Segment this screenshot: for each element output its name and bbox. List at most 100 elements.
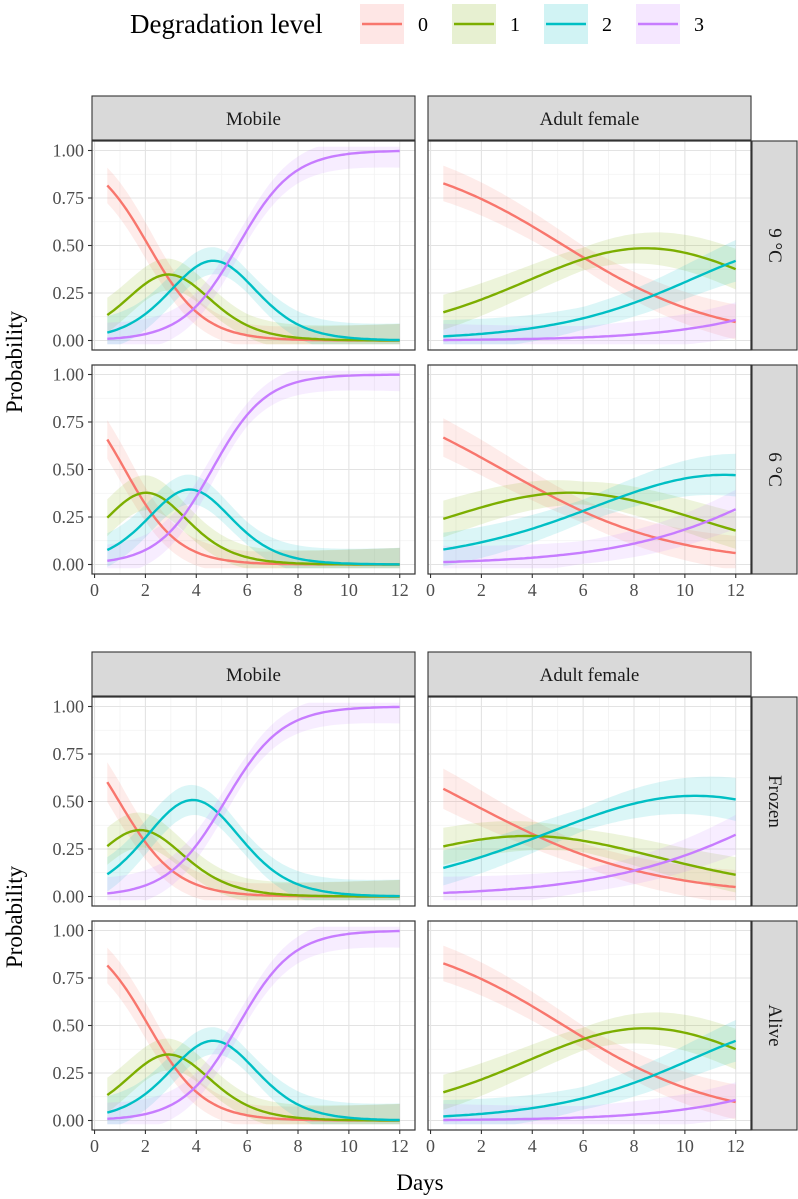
y-tick-label: 0.75 [53, 968, 85, 988]
x-tick-label: 8 [294, 1136, 303, 1156]
y-axis-title-bottom: Probability [2, 865, 27, 968]
x-tick-label: 2 [141, 1136, 150, 1156]
ci-band-level-2 [443, 453, 736, 567]
x-tick-label: 4 [528, 580, 537, 600]
series-line-level-2 [106, 798, 400, 898]
ci-band-level-1 [443, 480, 736, 549]
row-strip [751, 364, 798, 575]
legend-label-2: 2 [602, 14, 612, 36]
ci-band-level-0 [107, 167, 400, 345]
x-tick-label: 4 [528, 1136, 537, 1156]
x-tick-label: 8 [630, 1136, 639, 1156]
series-line-level-1 [106, 1053, 400, 1122]
column-strip [91, 651, 416, 697]
series-line-level-3 [443, 1098, 736, 1122]
series-line-level-3 [107, 373, 400, 562]
series-line-level-0 [442, 436, 736, 555]
series-line-level-1 [442, 1027, 737, 1094]
x-tick-label: 6 [243, 1136, 252, 1156]
panel: 0.00 0.25 0.50 0.75 1.00 0 2 4 6 8 10 12 [53, 920, 416, 1156]
ci-band-level-3 [443, 814, 736, 901]
series-line-level-1 [106, 828, 400, 898]
panel: 0.00 0.25 0.50 0.75 1.00 [53, 140, 416, 351]
y-tick-label: 0.00 [53, 887, 85, 907]
legend-item-2: 2 [544, 4, 612, 44]
x-tick-label: 10 [676, 1136, 694, 1156]
panel-border [427, 920, 752, 1131]
series-line-level-0 [442, 962, 736, 1104]
x-tick-label: 12 [727, 1136, 745, 1156]
ci-band-level-0 [443, 165, 736, 340]
legend-label-3: 3 [694, 14, 704, 36]
x-tick-label: 8 [294, 580, 303, 600]
column-strip-label: Mobile [226, 665, 281, 686]
ci-band-level-0 [107, 420, 400, 569]
column-strip-label: Mobile [226, 109, 281, 130]
panel [427, 696, 752, 907]
y-tick-label: 1.00 [53, 141, 85, 161]
series-line-level-2 [443, 473, 736, 551]
panel-border [427, 364, 752, 575]
column-strip [91, 95, 416, 141]
x-tick-label: 8 [630, 580, 639, 600]
ci-band-level-2 [107, 247, 400, 345]
panel: 0 2 4 6 8 10 12 [426, 364, 752, 600]
figure-bottom: Mobile Adult female Frozen Alive 0.00 0.25 0.5… [53, 651, 798, 1156]
row-strip-label: 9 °C [764, 228, 785, 263]
series-line-level-2 [443, 1039, 737, 1118]
row-strip [751, 696, 798, 907]
panel: 0.00 0.25 0.50 0.75 1.00 [53, 696, 416, 907]
y-tick-label: 0.50 [53, 236, 85, 256]
y-tick-label: 0.25 [53, 1063, 85, 1083]
x-tick-label: 12 [391, 580, 409, 600]
column-strip [427, 95, 752, 141]
ci-band-level-2 [107, 1027, 400, 1125]
y-tick-label: 0.75 [53, 188, 85, 208]
y-tick-label: 0.00 [53, 331, 85, 351]
ci-band-level-2 [443, 240, 736, 345]
series-line-level-3 [443, 833, 737, 895]
x-tick-label: 12 [391, 1136, 409, 1156]
series-line-level-3 [107, 929, 400, 1120]
ci-band-level-3 [443, 302, 736, 345]
series-line-level-1 [442, 247, 737, 314]
row-strip [751, 920, 798, 1131]
x-tick-label: 0 [426, 1136, 435, 1156]
x-tick-label: 10 [340, 580, 358, 600]
series-line-level-1 [443, 834, 736, 876]
panel-border [427, 696, 752, 907]
panel: 0.00 0.25 0.50 0.75 1.00 0 2 4 6 8 10 12 [53, 364, 416, 600]
series-line-level-2 [443, 794, 736, 870]
panel [427, 140, 752, 351]
row-strip-label: 6 °C [764, 452, 785, 487]
ci-band-level-3 [443, 1082, 736, 1125]
series-line-level-2 [106, 488, 400, 566]
x-tick-label: 6 [579, 1136, 588, 1156]
axis-titles: Days Probability Probability [2, 310, 444, 1195]
legend-label-0: 0 [418, 14, 428, 36]
row-strip-label: Alive [764, 1004, 785, 1046]
ci-band-level-2 [107, 784, 400, 901]
y-tick-label: 1.00 [53, 365, 85, 385]
x-tick-label: 2 [477, 580, 486, 600]
legend-item-0: 0 [360, 4, 428, 44]
y-tick-label: 0.50 [53, 792, 85, 812]
x-axis-title: Days [396, 1170, 443, 1195]
column-strip-label: Adult female [540, 665, 640, 686]
y-tick-label: 0.25 [53, 283, 85, 303]
ci-band-level-2 [107, 474, 400, 569]
x-tick-label: 0 [426, 580, 435, 600]
series-line-level-3 [443, 318, 736, 342]
y-tick-label: 0.00 [53, 555, 85, 575]
y-tick-label: 0.50 [53, 460, 85, 480]
x-tick-label: 0 [90, 1136, 99, 1156]
y-tick-label: 0.25 [53, 839, 85, 859]
y-tick-label: 0.75 [53, 744, 85, 764]
ci-band-level-3 [443, 489, 736, 569]
y-axis-title-top: Probability [2, 310, 27, 413]
x-tick-label: 4 [192, 1136, 201, 1156]
series-line-level-1 [442, 491, 737, 532]
ci-band-level-1 [107, 812, 400, 901]
y-tick-label: 0.50 [53, 1016, 85, 1036]
ci-band-level-2 [443, 776, 736, 886]
